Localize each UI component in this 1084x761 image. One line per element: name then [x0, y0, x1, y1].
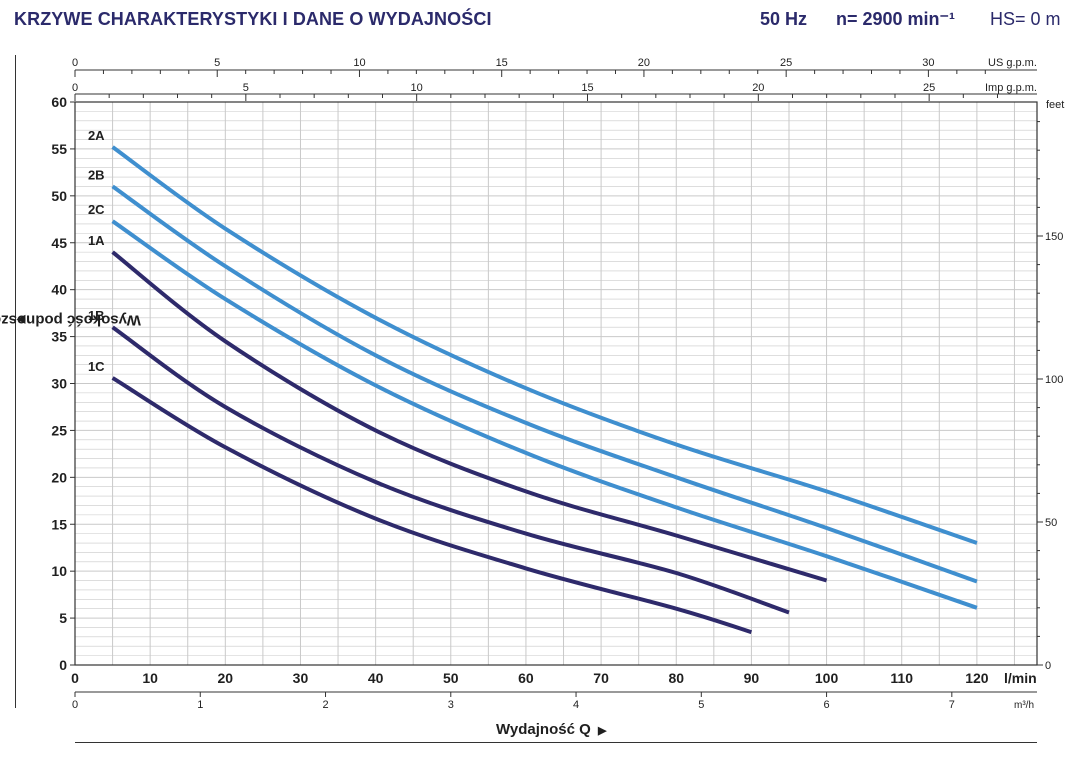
- x-tick-label: 100: [815, 670, 839, 686]
- y-tick-label: 0: [59, 657, 67, 673]
- imp-gpm-tick-label: 20: [752, 82, 764, 94]
- y-tick-label: 10: [51, 563, 67, 579]
- m3h-tick-label: 5: [698, 699, 704, 711]
- m3h-tick-label: 2: [322, 699, 328, 711]
- x-tick-label: 60: [518, 670, 534, 686]
- y-tick-label: 45: [51, 235, 67, 251]
- x-axis-title-text: Wydajność Q: [496, 721, 591, 738]
- curve-label-1b: 1B: [88, 308, 105, 323]
- y-tick-label: 40: [51, 282, 67, 298]
- x-tick-label: 90: [744, 670, 760, 686]
- y-tick-label: 30: [51, 376, 67, 392]
- us-gpm-tick-label: 15: [496, 57, 508, 69]
- curve-1c: [111, 376, 753, 635]
- y-tick-label: 55: [51, 141, 67, 157]
- y-tick-label: 5: [59, 610, 67, 626]
- y-axis-arrow-icon: ▶: [16, 313, 26, 326]
- feet-tick-label: 100: [1045, 374, 1063, 386]
- curve-1b: [111, 325, 790, 615]
- y-tick-label: 20: [51, 469, 67, 485]
- us-gpm-tick-label: 10: [353, 57, 365, 69]
- left-frame-line: [15, 55, 16, 708]
- m3h-tick-label: 6: [824, 699, 830, 711]
- feet-tick-label: 0: [1045, 660, 1051, 672]
- feet-tick-label: 50: [1045, 517, 1057, 529]
- y-tick-label: 15: [51, 516, 67, 532]
- imp-gpm-tick-label: 15: [581, 82, 593, 94]
- x-tick-label: 80: [668, 670, 684, 686]
- x-tick-label: 40: [368, 670, 384, 686]
- curve-label-2a: 2A: [88, 128, 105, 143]
- speed-label: n= 2900 min⁻¹: [836, 9, 956, 29]
- m3h-tick-label: 7: [949, 699, 955, 711]
- imp-gpm-tick-label: 0: [72, 82, 78, 94]
- x-tick-label: 10: [142, 670, 158, 686]
- us-gpm-unit-label: US g.p.m.: [988, 57, 1037, 69]
- imp-gpm-tick-label: 10: [411, 82, 423, 94]
- x-axis-title: Wydajność Q ▶: [496, 721, 606, 738]
- bottom-rule: [75, 742, 1037, 743]
- us-gpm-tick-label: 20: [638, 57, 650, 69]
- x-tick-label: 50: [443, 670, 459, 686]
- curve-2b: [111, 184, 978, 584]
- curve-label-1c: 1C: [88, 359, 105, 374]
- m3h-unit-label: m³/h: [1014, 700, 1034, 711]
- x-tick-label: 70: [593, 670, 609, 686]
- x-axis-arrow-icon: ▶: [594, 725, 607, 737]
- imp-gpm-tick-label: 25: [923, 82, 935, 94]
- y-tick-label: 50: [51, 188, 67, 204]
- m3h-tick-label: 0: [72, 699, 78, 711]
- x-tick-label: 120: [965, 670, 989, 686]
- x-unit-label: l/min: [1004, 670, 1037, 686]
- y-tick-label: 35: [51, 329, 67, 345]
- curve-label-2b: 2B: [88, 167, 105, 182]
- y-tick-label: 25: [51, 422, 67, 438]
- suction-height-label: HS= 0 m: [990, 9, 1061, 29]
- frequency-label: 50 Hz: [760, 9, 808, 29]
- m3h-tick-label: 3: [448, 699, 454, 711]
- us-gpm-tick-label: 5: [214, 57, 220, 69]
- imp-gpm-unit-label: Imp g.p.m.: [985, 82, 1037, 94]
- m3h-tick-label: 4: [573, 699, 579, 711]
- feet-unit-label: feet: [1046, 99, 1064, 111]
- x-tick-label: 30: [293, 670, 309, 686]
- curve-2c: [111, 219, 978, 610]
- x-tick-label: 20: [218, 670, 234, 686]
- curve-1a: [111, 250, 828, 583]
- curve-2a: [111, 145, 978, 545]
- x-tick-label: 110: [890, 670, 913, 686]
- x-tick-label: 0: [71, 670, 79, 686]
- us-gpm-tick-label: 0: [72, 57, 78, 69]
- us-gpm-tick-label: 25: [780, 57, 792, 69]
- curve-label-2c: 2C: [88, 202, 105, 217]
- imp-gpm-tick-label: 5: [243, 82, 249, 94]
- y-tick-label: 60: [51, 94, 67, 110]
- curve-label-1a: 1A: [88, 233, 105, 248]
- feet-tick-label: 150: [1045, 231, 1063, 243]
- chart-title: KRZYWE CHARAKTERYSTYKI I DANE O WYDAJNOŚ…: [14, 9, 492, 29]
- us-gpm-tick-label: 30: [922, 57, 934, 69]
- m3h-tick-label: 1: [197, 699, 203, 711]
